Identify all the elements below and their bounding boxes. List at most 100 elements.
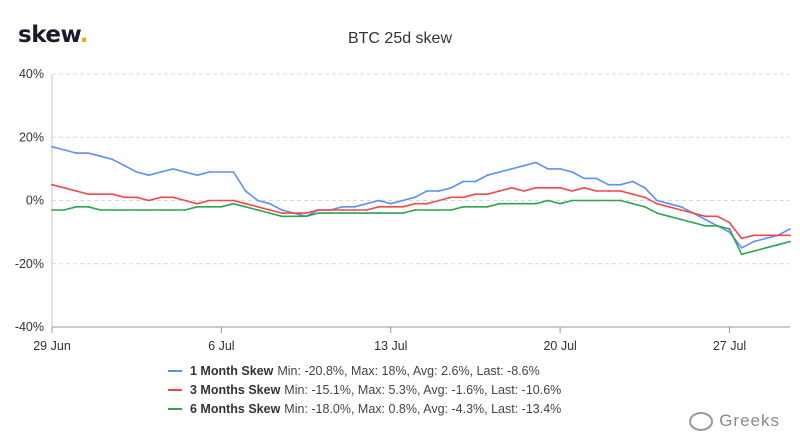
y-tick-label: -40% — [15, 320, 44, 334]
data-point — [728, 221, 731, 224]
data-point — [498, 190, 501, 192]
data-point — [377, 205, 380, 208]
data-point — [716, 224, 719, 227]
data-point — [535, 161, 537, 164]
data-point — [535, 202, 537, 205]
legend-swatch-6m — [168, 407, 182, 410]
data-point — [147, 174, 150, 177]
data-point — [426, 202, 428, 205]
data-point — [256, 209, 259, 211]
data-point — [522, 190, 525, 192]
data-point — [740, 247, 743, 249]
data-point — [220, 171, 223, 173]
data-point — [764, 237, 767, 240]
data-point — [692, 221, 695, 224]
data-point — [522, 202, 525, 205]
data-point — [704, 218, 707, 221]
data-point — [353, 205, 356, 208]
data-point — [414, 202, 416, 205]
data-point — [643, 186, 646, 189]
data-point — [486, 193, 489, 196]
data-point — [402, 205, 404, 208]
legend-item[interactable]: 1 Month Skew Min: -20.8%, Max: 18%, Avg:… — [168, 361, 561, 380]
data-point — [559, 186, 561, 189]
data-point — [486, 174, 489, 177]
legend-label: 1 Month Skew — [190, 363, 274, 378]
data-point — [244, 190, 247, 192]
legend-item[interactable]: 6 Months Skew Min: -18.0%, Max: 0.8%, Av… — [168, 399, 561, 418]
data-point — [474, 180, 477, 183]
data-point — [220, 199, 223, 202]
data-point — [740, 253, 743, 256]
legend-stats: Min: -15.1%, Max: 5.3%, Avg: -1.6%, Last… — [284, 382, 562, 397]
data-point — [353, 209, 356, 211]
data-point — [583, 199, 586, 202]
data-point — [99, 193, 102, 196]
data-point — [329, 212, 332, 215]
data-point — [486, 205, 489, 208]
data-point — [631, 180, 634, 183]
logo-text: skew — [18, 22, 80, 48]
data-point — [547, 186, 549, 189]
data-point — [389, 202, 392, 205]
data-point — [619, 183, 622, 186]
skew-logo: skew. — [18, 22, 89, 48]
data-point — [244, 205, 247, 208]
data-point — [232, 171, 235, 173]
watermark: Greeks — [689, 411, 780, 431]
data-point — [63, 209, 65, 211]
data-point — [559, 168, 561, 170]
grid-lines — [52, 73, 790, 265]
data-point — [607, 199, 610, 202]
logo-dot: . — [79, 22, 89, 48]
data-point — [75, 190, 78, 192]
x-tick-label: 20 Jul — [543, 339, 576, 353]
data-point — [220, 205, 223, 208]
data-point — [172, 209, 174, 211]
wechat-icon — [689, 411, 714, 431]
data-point — [184, 171, 187, 173]
legend-label: 3 Months Skew — [190, 382, 281, 397]
data-point — [75, 152, 78, 155]
data-point — [692, 212, 695, 215]
data-point — [111, 193, 114, 196]
data-point — [244, 202, 247, 205]
data-point — [595, 177, 598, 180]
data-point — [764, 234, 767, 237]
data-point — [498, 171, 501, 173]
legend: 1 Month Skew Min: -20.8%, Max: 18%, Avg:… — [168, 361, 561, 418]
data-point — [99, 209, 102, 211]
data-point — [414, 209, 416, 211]
data-point — [184, 209, 187, 211]
data-point — [135, 196, 138, 199]
data-point — [341, 212, 344, 215]
y-tick-label: -20% — [15, 257, 44, 271]
data-point — [196, 202, 199, 205]
legend-item[interactable]: 3 Months Skew Min: -15.1%, Max: 5.3%, Av… — [168, 380, 561, 399]
x-tick-label: 29 Jun — [33, 339, 71, 353]
data-point — [474, 193, 477, 196]
data-point — [365, 209, 368, 211]
data-point — [389, 212, 392, 215]
data-point — [510, 186, 513, 189]
data-point — [583, 186, 586, 189]
data-point — [716, 215, 719, 218]
data-point — [111, 158, 114, 161]
data-point — [329, 209, 332, 211]
data-point — [680, 209, 682, 211]
data-point — [764, 247, 767, 249]
data-point — [547, 199, 549, 202]
data-point — [414, 196, 416, 199]
data-point — [208, 199, 211, 202]
data-point — [51, 183, 53, 186]
data-point — [317, 209, 320, 211]
data-point — [353, 212, 356, 215]
data-point — [777, 234, 779, 237]
data-point — [680, 205, 682, 208]
data-point — [522, 164, 525, 167]
data-point — [256, 205, 259, 208]
data-point — [256, 199, 259, 202]
data-point — [281, 212, 283, 215]
data-point — [510, 202, 513, 205]
data-point — [208, 205, 211, 208]
